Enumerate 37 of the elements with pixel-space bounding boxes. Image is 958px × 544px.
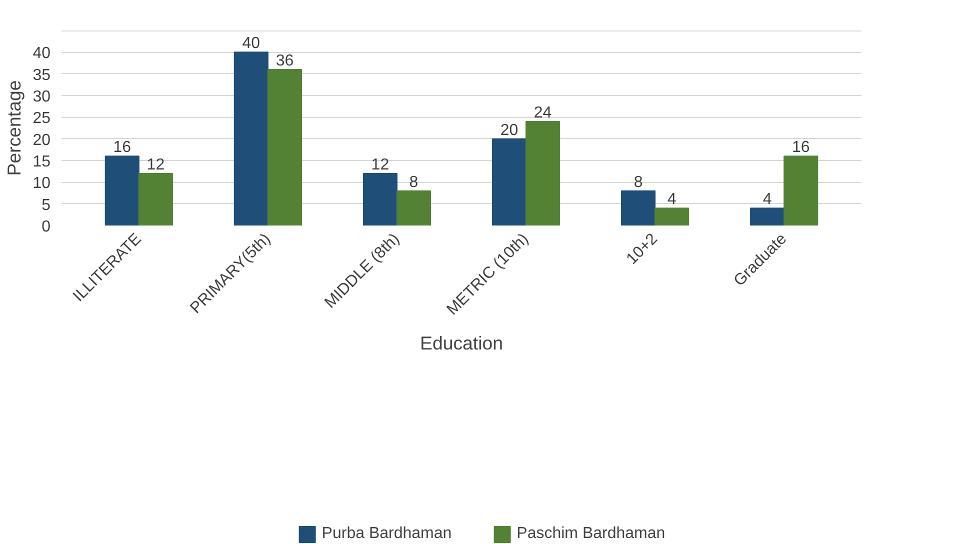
- y-tick-label: 15: [32, 154, 51, 170]
- y-tick-label: 0: [42, 218, 51, 236]
- bar: [526, 121, 560, 226]
- data-label: 12: [371, 156, 390, 174]
- y-tick-label: 25: [32, 110, 51, 128]
- bar: [104, 156, 140, 226]
- legend-label: Paschim Bardhaman: [516, 525, 666, 543]
- data-label: 16: [792, 139, 810, 156]
- bar: [621, 190, 656, 226]
- data-label: 20: [500, 122, 518, 139]
- y-axis-title: Percentage: [4, 80, 25, 176]
- bar: [750, 208, 785, 226]
- y-tick-label: 30: [32, 88, 51, 106]
- bar: [362, 173, 398, 226]
- data-label: 8: [409, 174, 418, 191]
- y-tick-label: 20: [32, 132, 51, 149]
- y-tick-label: 5: [42, 196, 51, 214]
- data-label: 36: [276, 52, 294, 70]
- data-label: 40: [242, 35, 260, 52]
- bar: [396, 190, 432, 226]
- bar: [654, 208, 690, 226]
- y-tick-label: 35: [32, 66, 51, 84]
- data-label: 4: [667, 191, 676, 208]
- bar: [492, 138, 527, 226]
- y-tick-label: 40: [32, 45, 51, 62]
- legend-label: Purba Bardhaman: [322, 525, 452, 543]
- data-label: 4: [762, 191, 772, 208]
- bar: [267, 69, 302, 226]
- bar: [234, 52, 268, 226]
- bar: [138, 173, 173, 226]
- x-axis-title: Education: [420, 332, 503, 354]
- data-label: 24: [534, 104, 552, 122]
- data-label: 12: [146, 156, 165, 174]
- data-label: 8: [634, 174, 643, 191]
- y-tick-label: 10: [32, 175, 51, 192]
- bar: [784, 156, 818, 226]
- data-label: 16: [113, 139, 132, 156]
